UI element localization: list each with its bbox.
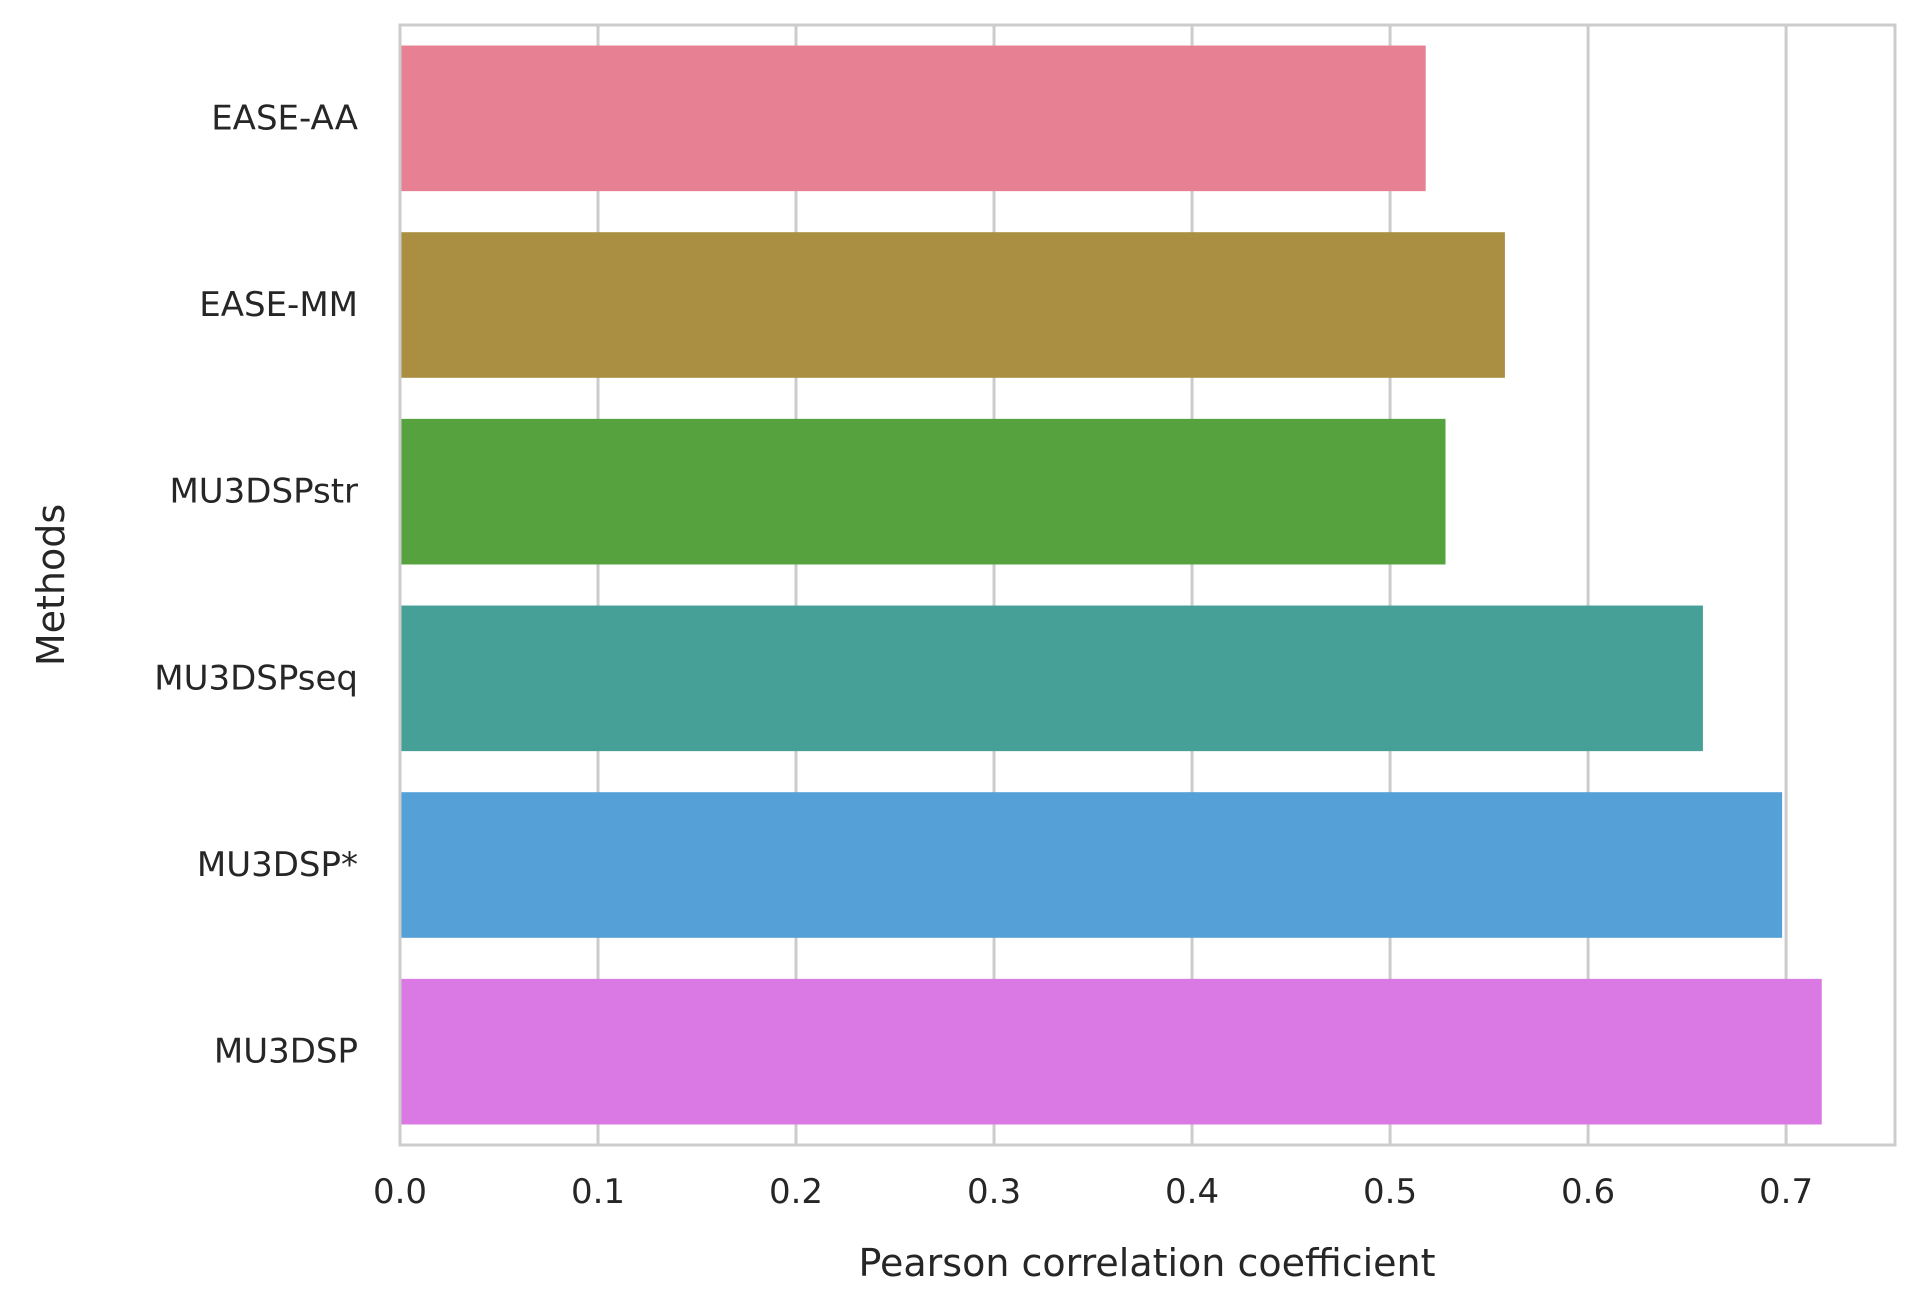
plot-frame (398, 23, 1897, 1147)
x-tick-label: 0.5 (1363, 1172, 1417, 1212)
y-tick-label: MU3DSPstr (169, 472, 358, 512)
y-axis-title: Methods (29, 504, 73, 666)
x-tick-label: 0.0 (373, 1172, 427, 1212)
bar-mu3dspstr (400, 418, 1446, 565)
x-tick-label: 0.3 (967, 1172, 1021, 1212)
y-tick-label: MU3DSP* (197, 845, 358, 885)
y-tick-label: MU3DSP (214, 1032, 358, 1072)
y-tick-label: EASE-AA (211, 98, 358, 138)
x-axis-title: Pearson correlation coefficient (858, 1241, 1435, 1285)
y-tick-label: EASE-MM (199, 285, 358, 325)
x-tick-label: 0.4 (1165, 1172, 1219, 1212)
bar-mu3dsp (400, 978, 1822, 1125)
bar-ease-aa (400, 45, 1426, 192)
bar-mu3dspseq (400, 605, 1703, 752)
x-tick-label: 0.6 (1561, 1172, 1615, 1212)
y-tick-labels: EASE-AA EASE-MM MU3DSPstr MU3DSPseq MU3DSP* M… (154, 98, 358, 1071)
x-tick-label: 0.2 (769, 1172, 823, 1212)
y-tick-label: MU3DSPseq (154, 658, 358, 698)
bar-ease-mm (400, 232, 1505, 378)
x-tick-label: 0.7 (1759, 1172, 1813, 1212)
x-tick-label: 0.1 (571, 1172, 625, 1212)
x-tick-labels: 0.0 0.1 0.2 0.3 0.4 0.5 0.6 0.7 (373, 1172, 1813, 1212)
bars (400, 45, 1822, 1125)
bar-mu3dsp (400, 792, 1783, 938)
